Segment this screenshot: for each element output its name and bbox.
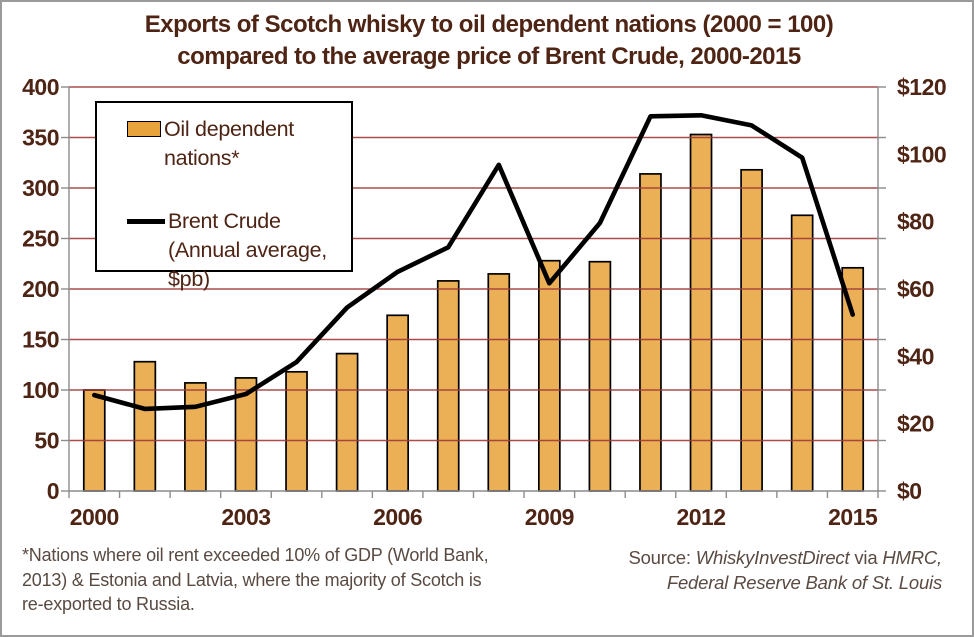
footnote-line1: *Nations where oil rent exceeded 10% of … bbox=[22, 545, 489, 565]
right-axis-label-40: $40 bbox=[897, 343, 934, 369]
bar-2013 bbox=[740, 168, 763, 492]
source-name-whiskyinvestdirect: WhiskyInvestDirect bbox=[695, 547, 850, 568]
bar-2009 bbox=[537, 259, 561, 492]
source-prefix: Source: bbox=[628, 547, 696, 568]
footnote-line3: re-exported to Russia. bbox=[22, 594, 195, 614]
left-axis-label-350: 350 bbox=[22, 125, 59, 151]
bar-2002 bbox=[184, 382, 207, 492]
x-axis-label-2009: 2009 bbox=[525, 504, 574, 530]
right-axis-label-80: $80 bbox=[897, 209, 934, 235]
bar-2015 bbox=[841, 266, 865, 492]
bar-2011 bbox=[639, 173, 662, 492]
right-axis-label-0: $0 bbox=[897, 478, 922, 504]
source-mid: via bbox=[849, 547, 883, 568]
bar-2006 bbox=[386, 314, 410, 492]
source-line2: Federal Reserve Bank of St. Louis bbox=[666, 572, 942, 593]
left-axis-label-150: 150 bbox=[22, 327, 59, 353]
right-axis-label-120: $120 bbox=[897, 74, 946, 100]
left-axis-label-300: 300 bbox=[22, 175, 59, 201]
source-name-hmrc: HMRC, bbox=[882, 547, 942, 568]
chart-title-line1: Exports of Scotch whisky to oil dependen… bbox=[144, 11, 834, 38]
left-axis-label-250: 250 bbox=[22, 226, 59, 252]
bar-2007 bbox=[436, 280, 460, 492]
bar-swatch-icon bbox=[127, 121, 161, 137]
left-axis-label-100: 100 bbox=[22, 377, 59, 403]
left-axis-label-50: 50 bbox=[34, 428, 59, 454]
source-note: Source: WhiskyInvestDirect via HMRC, Fed… bbox=[522, 545, 942, 595]
left-axis-label-0: 0 bbox=[47, 478, 59, 504]
x-axis-label-2015: 2015 bbox=[828, 504, 878, 530]
right-axis-label-20: $20 bbox=[897, 411, 934, 437]
legend-item-brent-crude: Brent Crude (Annual average, $pb) bbox=[127, 207, 351, 294]
footnote: *Nations where oil rent exceeded 10% of … bbox=[22, 543, 582, 617]
bar-2010 bbox=[588, 260, 612, 492]
x-axis-label-2012: 2012 bbox=[676, 504, 725, 530]
chart-title-line2: compared to the average price of Brent C… bbox=[177, 43, 801, 70]
legend-label-brent-crude: Brent Crude (Annual average, $pb) bbox=[168, 209, 327, 291]
left-axis-label-400: 400 bbox=[22, 74, 59, 100]
brent-crude-line bbox=[92, 113, 855, 412]
bar-2001 bbox=[133, 360, 157, 492]
bar-2014 bbox=[790, 214, 814, 492]
x-axis-label-2000: 2000 bbox=[70, 504, 119, 530]
legend-item-oil-dependent: Oil dependent nations* bbox=[127, 115, 351, 173]
legend: Oil dependent nations* Brent Crude (Annu… bbox=[95, 101, 353, 291]
x-axis-label-2006: 2006 bbox=[373, 504, 422, 530]
footnote-line2: 2013) & Estonia and Latvia, where the ma… bbox=[22, 569, 482, 590]
right-axis-label-100: $100 bbox=[897, 141, 946, 167]
legend-label-oil-dependent: Oil dependent nations* bbox=[164, 117, 294, 170]
line-swatch-icon bbox=[127, 219, 165, 224]
chart-title: Exports of Scotch whisky to oil dependen… bbox=[2, 9, 972, 73]
x-axis-label-2003: 2003 bbox=[221, 504, 270, 530]
bar-2008 bbox=[487, 273, 511, 492]
bar-2005 bbox=[335, 352, 359, 492]
left-axis-label-200: 200 bbox=[22, 276, 59, 302]
right-axis-label-60: $60 bbox=[897, 276, 934, 302]
